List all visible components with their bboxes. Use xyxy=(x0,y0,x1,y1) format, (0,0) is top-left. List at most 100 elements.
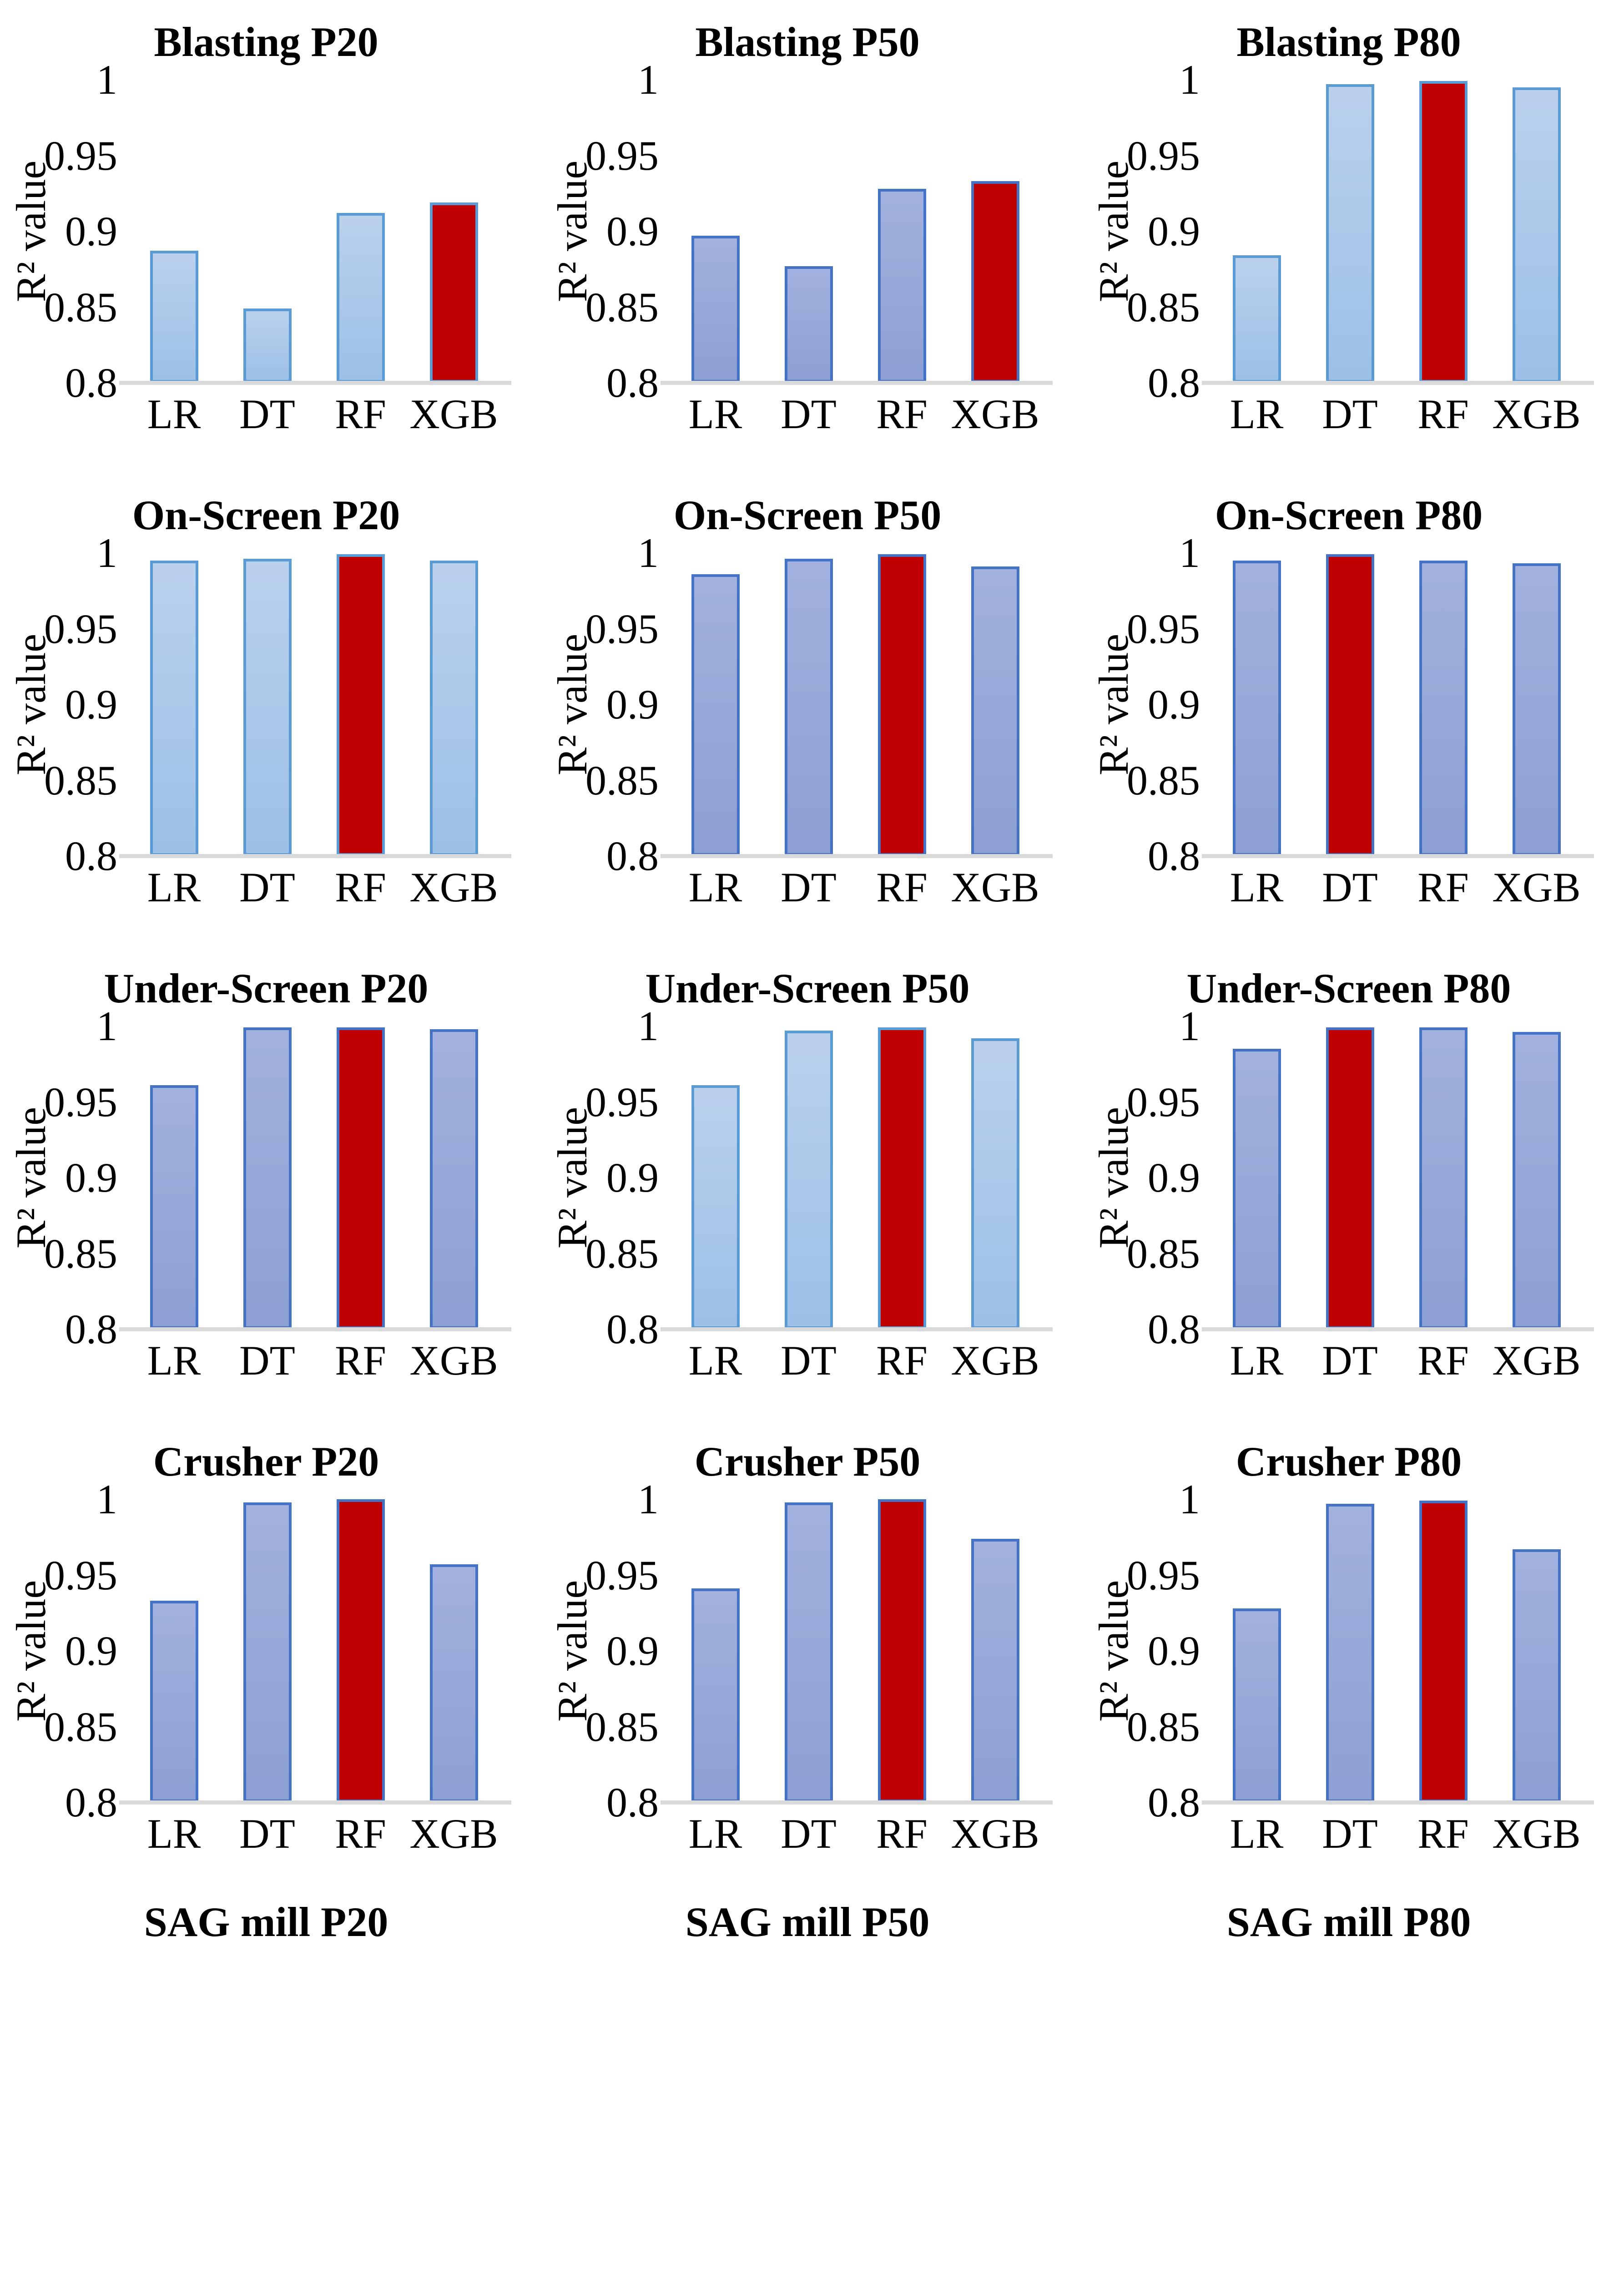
bar-XGB-highlighted xyxy=(429,202,478,383)
x-tick-label-DT: DT xyxy=(781,1337,837,1384)
x-tick-label-XGB: XGB xyxy=(1492,1810,1581,1857)
y-tick-label-1: 1 xyxy=(638,1003,659,1049)
x-tick-label-LR: LR xyxy=(688,391,742,437)
x-axis-line xyxy=(119,1327,511,1331)
y-tick-label-0.95: 0.95 xyxy=(1127,605,1200,652)
y-tick-label-0.9: 0.9 xyxy=(65,208,117,254)
y-tick-label-0.95: 0.95 xyxy=(44,132,117,179)
y-tick-label-1: 1 xyxy=(1179,1003,1200,1049)
y-tick-label-0.9: 0.9 xyxy=(1148,1628,1200,1674)
chart-title: SAG mill P80 xyxy=(1226,1899,1471,1945)
y-tick-label-0.95: 0.95 xyxy=(1127,132,1200,179)
x-tick-label-RF: RF xyxy=(876,1337,928,1384)
chart-cell-on-screen-p20: On-Screen P20 R² value 1 0.95 0.9 0.85 0.8 L… xyxy=(0,473,541,946)
chart-cell-sag-mill-p20: SAG mill P20 xyxy=(0,1893,541,2275)
bar-RF xyxy=(878,189,926,383)
y-tick-label-0.95: 0.95 xyxy=(585,132,659,179)
y-tick-label-0.85: 0.85 xyxy=(1127,1703,1200,1750)
bar-LR xyxy=(1232,255,1281,383)
page: { "figure": { "ylabel": "R² value", "cat… xyxy=(0,19,1594,1945)
x-tick-label-RF: RF xyxy=(335,1810,386,1857)
chart-title: On-Screen P50 xyxy=(673,492,942,538)
y-tick-label-1: 1 xyxy=(1179,56,1200,103)
x-tick-label-LR: LR xyxy=(1230,864,1284,910)
bar-XGB xyxy=(1512,1549,1561,1802)
bar-DT-highlighted xyxy=(1326,554,1374,856)
x-tick-label-XGB: XGB xyxy=(1492,1337,1581,1384)
chart-cell-crusher-p50: Crusher P50 R² value 1 0.95 0.9 0.85 0.8 LR D… xyxy=(541,1420,1083,1893)
bar-RF-highlighted xyxy=(878,554,926,856)
x-axis-line xyxy=(661,1327,1053,1331)
y-tick-label-0.95: 0.95 xyxy=(585,1078,659,1125)
plot-area xyxy=(127,553,500,856)
y-tick-label-0.85: 0.85 xyxy=(44,757,117,804)
bar-DT-highlighted xyxy=(1326,1027,1374,1329)
x-tick-label-RF: RF xyxy=(335,864,386,910)
chart-title: Blasting P80 xyxy=(1236,19,1461,65)
chart-title: Under-Screen P20 xyxy=(104,965,429,1011)
bar-LR xyxy=(691,574,740,856)
x-tick-label-DT: DT xyxy=(239,1337,295,1384)
bar-XGB xyxy=(971,1539,1019,1802)
y-tick-label-0.85: 0.85 xyxy=(44,1703,117,1750)
x-tick-label-LR: LR xyxy=(688,1337,742,1384)
y-tick-label-0.85: 0.85 xyxy=(585,1703,659,1750)
x-tick-label-DT: DT xyxy=(239,1810,295,1857)
chart-title: Blasting P20 xyxy=(154,19,378,65)
y-tick-label-0.9: 0.9 xyxy=(65,1628,117,1674)
y-tick-label-1: 1 xyxy=(96,1003,117,1049)
y-tick-label-0.95: 0.95 xyxy=(1127,1078,1200,1125)
bar-LR xyxy=(150,1085,198,1329)
bar-LR xyxy=(150,1601,198,1802)
bar-DT xyxy=(784,1031,833,1329)
bar-DT xyxy=(784,559,833,856)
chart-title: On-Screen P80 xyxy=(1215,492,1483,538)
x-tick-label-XGB: XGB xyxy=(409,1810,498,1857)
chart-title: SAG mill P20 xyxy=(144,1899,388,1945)
x-tick-label-DT: DT xyxy=(1322,391,1378,437)
y-tick-label-0.8: 0.8 xyxy=(1148,1306,1200,1352)
plot-area xyxy=(127,1499,500,1802)
y-tick-label-0.8: 0.8 xyxy=(1148,833,1200,879)
x-tick-label-RF: RF xyxy=(1417,391,1469,437)
y-tick-label-0.9: 0.9 xyxy=(1148,1154,1200,1201)
bar-RF-highlighted xyxy=(336,554,385,856)
y-tick-label-0.9: 0.9 xyxy=(1148,208,1200,254)
bar-XGB xyxy=(429,1564,478,1802)
x-tick-label-XGB: XGB xyxy=(951,391,1039,437)
x-tick-label-RF: RF xyxy=(1417,864,1469,910)
bar-XGB-highlighted xyxy=(971,181,1019,383)
y-tick-label-1: 1 xyxy=(638,1476,659,1522)
plot-area xyxy=(669,553,1042,856)
x-axis-line xyxy=(1202,854,1594,858)
x-tick-label-XGB: XGB xyxy=(409,1337,498,1384)
x-tick-label-LR: LR xyxy=(688,864,742,910)
plot-area xyxy=(1210,1026,1583,1329)
x-tick-label-LR: LR xyxy=(1230,1337,1284,1384)
x-tick-label-DT: DT xyxy=(781,864,837,910)
y-tick-label-0.95: 0.95 xyxy=(1127,1552,1200,1598)
bar-RF-highlighted xyxy=(336,1499,385,1802)
chart-cell-crusher-p20: Crusher P20 R² value 1 0.95 0.9 0.85 0.8 LR D… xyxy=(0,1420,541,1893)
y-tick-label-0.85: 0.85 xyxy=(1127,757,1200,804)
y-tick-label-0.85: 0.85 xyxy=(585,1230,659,1277)
y-tick-label-0.9: 0.9 xyxy=(65,681,117,728)
y-tick-label-0.8: 0.8 xyxy=(1148,359,1200,406)
bar-XGB xyxy=(1512,563,1561,856)
bar-LR xyxy=(691,1085,740,1329)
x-tick-label-RF: RF xyxy=(876,391,928,437)
chart-title: Under-Screen P80 xyxy=(1186,965,1511,1011)
x-tick-label-XGB: XGB xyxy=(409,391,498,437)
bar-LR xyxy=(1232,1049,1281,1329)
x-axis-line xyxy=(661,854,1053,858)
y-tick-label-0.85: 0.85 xyxy=(44,1230,117,1277)
x-tick-label-DT: DT xyxy=(781,391,837,437)
bar-DT xyxy=(784,1502,833,1802)
chart-title: Under-Screen P50 xyxy=(645,965,970,1011)
bar-DT xyxy=(243,1502,292,1802)
y-tick-label-0.8: 0.8 xyxy=(606,359,659,406)
plot-area xyxy=(669,1499,1042,1802)
y-tick-label-1: 1 xyxy=(1179,530,1200,576)
bar-XGB xyxy=(429,561,478,856)
x-axis-line xyxy=(119,1800,511,1805)
